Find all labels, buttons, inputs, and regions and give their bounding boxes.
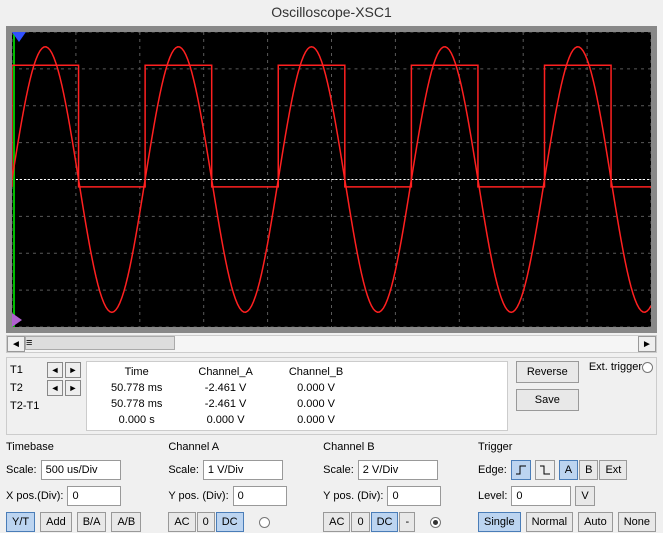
chb-ypos-label: Y pos. (Div): — [323, 490, 383, 502]
scope-display[interactable] — [12, 32, 651, 327]
cha-ypos-input[interactable] — [233, 486, 287, 506]
t2-cha: -2.461 V — [205, 396, 247, 412]
timebase-title: Timebase — [6, 441, 162, 453]
timebase-mode-b-a[interactable]: B/A — [77, 512, 107, 532]
trigger-mode-single[interactable]: Single — [478, 512, 521, 532]
cursor-data-table: Time 50.778 ms 50.778 ms 0.000 s Channel… — [86, 361, 508, 431]
window-title: Oscilloscope-XSC1 — [0, 0, 663, 24]
cursor-readout-row: T1 ◄ ► T2 ◄ ► T2-T1 Time 50.778 ms 50.77… — [6, 357, 657, 435]
trigger-mode-none[interactable]: None — [618, 512, 656, 532]
t2-left-button[interactable]: ◄ — [47, 380, 63, 396]
edge-rising-button[interactable] — [511, 460, 531, 480]
t2-label: T2 — [10, 382, 46, 394]
chb-coupling--[interactable]: - — [399, 512, 415, 532]
scope-frame — [6, 26, 657, 333]
cha-coupling-dc[interactable]: DC — [216, 512, 244, 532]
t1-label: T1 — [10, 364, 46, 376]
trigger-edge-label: Edge: — [478, 464, 507, 476]
timebase-mode-add[interactable]: Add — [40, 512, 72, 532]
timebase-scale-label: Scale: — [6, 464, 37, 476]
timebase-xpos-label: X pos.(Div): — [6, 490, 63, 502]
timebase-mode-a-b[interactable]: A/B — [111, 512, 141, 532]
horizontal-scrollbar[interactable]: ◄ ≡ ► — [6, 335, 657, 353]
scroll-left-button[interactable]: ◄ — [7, 336, 25, 352]
scroll-thumb[interactable]: ≡ — [25, 336, 175, 350]
channel-a-title: Channel A — [168, 441, 317, 453]
t1-right-button[interactable]: ► — [65, 362, 81, 378]
timebase-xpos-input[interactable] — [67, 486, 121, 506]
dt-label: T2-T1 — [10, 400, 46, 412]
timebase-mode-y-t[interactable]: Y/T — [6, 512, 35, 532]
scroll-track[interactable]: ≡ — [25, 336, 638, 352]
chb-probe-radio[interactable] — [430, 517, 441, 528]
chb-scale-input[interactable] — [358, 460, 438, 480]
dt-chb: 0.000 V — [297, 412, 335, 428]
cha-scale-input[interactable] — [203, 460, 283, 480]
trigger-level-unit: V — [575, 486, 594, 506]
trigger-level-label: Level: — [478, 490, 507, 502]
cha-probe-radio[interactable] — [259, 517, 270, 528]
t1-left-button[interactable]: ◄ — [47, 362, 63, 378]
trigger-title: Trigger — [478, 441, 657, 453]
ext-trigger-label: Ext. trigger — [589, 361, 642, 373]
trigger-src-ext[interactable]: Ext — [599, 460, 627, 480]
timebase-scale-input[interactable] — [41, 460, 121, 480]
save-button[interactable]: Save — [516, 389, 579, 411]
t1-time: 50.778 ms — [111, 380, 162, 396]
trigger-src-b[interactable]: B — [579, 460, 598, 480]
reverse-button[interactable]: Reverse — [516, 361, 579, 383]
col-cha-header: Channel_A — [198, 364, 252, 380]
chb-coupling-ac[interactable]: AC — [323, 512, 350, 532]
ext-trigger-radio[interactable] — [642, 362, 653, 373]
cha-coupling-ac[interactable]: AC — [168, 512, 195, 532]
cha-scale-label: Scale: — [168, 464, 199, 476]
cha-ypos-label: Y pos. (Div): — [168, 490, 228, 502]
t2-chb: 0.000 V — [297, 396, 335, 412]
col-time-header: Time — [125, 364, 149, 380]
t2-right-button[interactable]: ► — [65, 380, 81, 396]
cha-coupling-0[interactable]: 0 — [197, 512, 215, 532]
scroll-right-button[interactable]: ► — [638, 336, 656, 352]
col-chb-header: Channel_B — [289, 364, 343, 380]
trigger-mode-normal[interactable]: Normal — [526, 512, 573, 532]
chb-ypos-input[interactable] — [387, 486, 441, 506]
edge-falling-button[interactable] — [535, 460, 555, 480]
chb-scale-label: Scale: — [323, 464, 354, 476]
chb-coupling-dc[interactable]: DC — [371, 512, 399, 532]
trigger-mode-auto[interactable]: Auto — [578, 512, 613, 532]
t1-cha: -2.461 V — [205, 380, 247, 396]
trigger-level-input[interactable] — [511, 486, 571, 506]
t1-chb: 0.000 V — [297, 380, 335, 396]
t2-time: 50.778 ms — [111, 396, 162, 412]
dt-cha: 0.000 V — [207, 412, 245, 428]
channel-b-title: Channel B — [323, 441, 472, 453]
dt-time: 0.000 s — [119, 412, 155, 428]
trigger-src-a[interactable]: A — [559, 460, 578, 480]
chb-coupling-0[interactable]: 0 — [351, 512, 369, 532]
